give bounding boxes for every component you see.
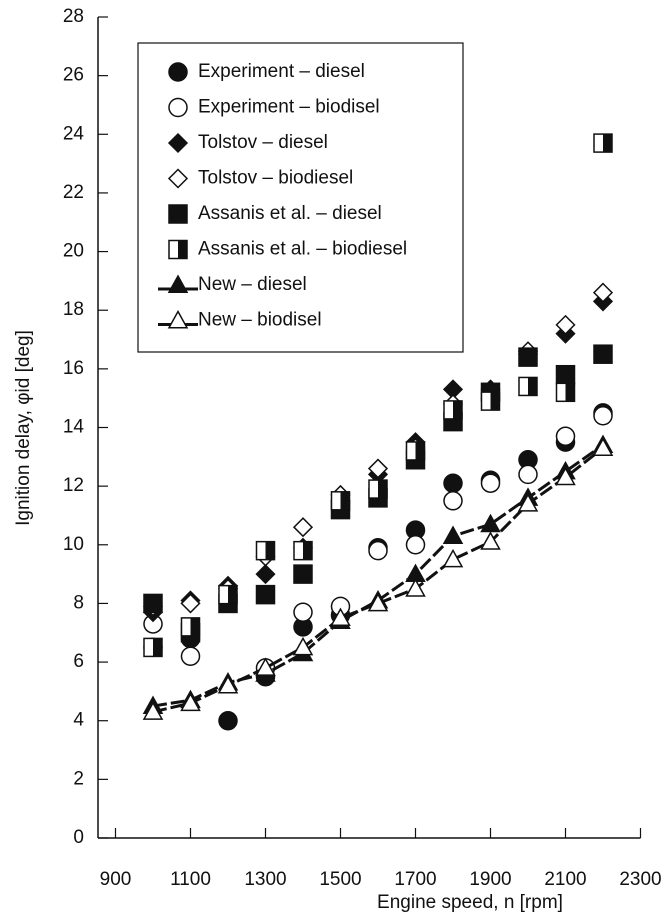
y-tick-label: 28 [63, 6, 84, 27]
marker [442, 525, 464, 544]
y-axis-label: Ignition delay, φid [deg] [13, 330, 34, 526]
marker [405, 535, 426, 555]
y-tick-label: 10 [63, 534, 84, 555]
x-tick-label: 1100 [170, 869, 211, 890]
marker [293, 564, 313, 584]
marker [218, 584, 238, 605]
marker [168, 62, 188, 82]
marker [330, 491, 351, 511]
marker [217, 674, 239, 694]
marker [443, 491, 463, 511]
x-tick-label: 2100 [544, 869, 586, 890]
y-tick-label: 12 [63, 475, 84, 496]
marker [368, 479, 388, 499]
y-tick-label: 6 [73, 651, 84, 672]
marker [593, 406, 613, 426]
legend-label: New – diesel [198, 274, 307, 295]
marker [255, 584, 276, 605]
y-tick-label: 8 [73, 592, 84, 613]
marker [293, 602, 313, 622]
marker [218, 710, 238, 731]
x-tick-label: 1900 [469, 869, 511, 890]
marker [480, 473, 501, 493]
legend-box [137, 42, 464, 353]
marker [593, 133, 613, 153]
marker [405, 441, 426, 461]
marker [293, 540, 313, 561]
y-tick-label: 20 [63, 241, 84, 262]
marker [167, 168, 189, 189]
legend-label: Tolstov – biodiesel [198, 168, 353, 189]
marker [180, 692, 201, 712]
marker [180, 617, 201, 637]
marker [292, 636, 314, 656]
marker [555, 466, 576, 486]
marker [143, 593, 163, 614]
x-tick-label: 900 [100, 869, 132, 890]
legend-label: Experiment – diesel [198, 61, 365, 82]
y-tick-label: 18 [63, 299, 84, 320]
legend-label: Experiment – biodisel [198, 97, 380, 118]
marker [555, 426, 576, 447]
marker [168, 239, 188, 260]
marker [517, 493, 539, 512]
marker [480, 531, 501, 550]
marker [367, 592, 389, 612]
y-tick-label: 16 [63, 358, 84, 379]
marker [592, 282, 614, 303]
legend-label: Tolstov – diesel [198, 132, 328, 153]
x-tick-label: 1700 [394, 869, 436, 890]
legend-label: Assanis et al. – biodiesel [198, 239, 407, 260]
marker [555, 314, 576, 335]
marker [443, 400, 463, 420]
marker [480, 513, 501, 533]
marker [518, 347, 538, 367]
marker [292, 517, 314, 538]
marker [555, 364, 576, 385]
marker [480, 391, 501, 411]
marker [143, 637, 163, 658]
marker [555, 382, 576, 403]
legend-label: New – biodisel [198, 310, 322, 331]
marker [255, 564, 276, 585]
y-tick-label: 2 [73, 768, 84, 789]
x-tick-label: 1300 [244, 869, 286, 890]
x-tick-label: 2300 [619, 869, 661, 890]
marker [518, 376, 538, 397]
marker [592, 437, 614, 456]
marker [168, 204, 188, 224]
marker [167, 309, 189, 329]
marker [442, 548, 464, 568]
marker [168, 97, 188, 118]
marker [255, 657, 276, 676]
marker [167, 132, 189, 154]
x-axis-label: Engine speed, n [rpm] [377, 892, 563, 913]
legend-label: Assanis et al. – diesel [198, 203, 382, 224]
x-tick-label: 1500 [319, 869, 361, 890]
y-tick-label: 26 [63, 65, 84, 86]
marker [142, 701, 164, 720]
marker [368, 540, 388, 561]
marker [330, 607, 351, 627]
marker [180, 646, 201, 666]
y-tick-label: 4 [73, 710, 84, 731]
marker [367, 458, 389, 479]
marker [443, 473, 463, 493]
marker [255, 540, 276, 561]
marker [405, 578, 426, 597]
legend: Experiment – diesel Experiment – biodisel… [137, 42, 464, 353]
y-tick-label: 24 [63, 123, 85, 144]
marker [167, 274, 189, 293]
y-tick-label: 22 [63, 182, 84, 203]
marker [593, 344, 613, 364]
y-tick-label: 14 [63, 417, 85, 438]
marker [180, 593, 201, 614]
y-tick-label: 0 [73, 827, 84, 848]
marker [518, 464, 538, 485]
